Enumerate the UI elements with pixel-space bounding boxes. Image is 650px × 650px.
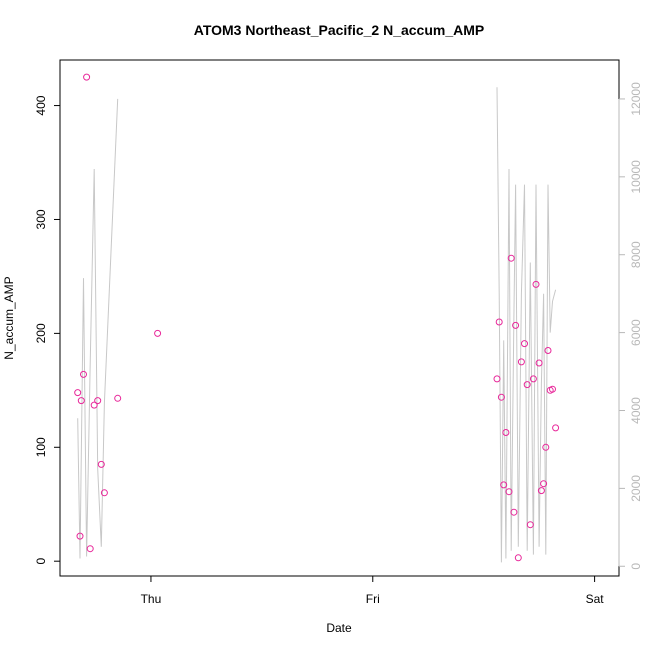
data-point [100,489,108,497]
y-axis-left: 0 100 200 300 400 [34,95,61,565]
data-point [510,508,518,516]
data-point [500,481,508,489]
y-tick-label: 100 [34,437,48,457]
data-point [86,545,94,553]
data-point [94,397,102,405]
data-point [526,521,534,529]
y2-tick-label: 4000 [629,397,643,424]
data-point [529,375,537,383]
chart-title: ATOM3 Northeast_Pacific_2 N_accum_AMP [194,22,484,38]
data-point [495,318,503,326]
data-point [523,381,531,389]
y2-tick-label: 12000 [629,82,643,116]
data-point [552,424,560,432]
data-point [114,394,122,402]
y-tick-label: 200 [34,323,48,343]
x-tick-label: Sat [586,592,605,606]
y2-tick-label: 0 [629,563,643,570]
data-point [80,370,87,378]
data-point [521,340,528,348]
series-line [77,98,119,559]
data-point [77,397,85,405]
data-point [497,393,505,401]
series-line-layer [77,87,557,563]
data-point [535,359,543,367]
data-point [507,254,515,262]
y-axis-right: 0 2000 4000 6000 8000 10000 12000 [618,82,643,570]
y2-tick-label: 8000 [629,241,643,268]
data-point [549,385,556,393]
y-axis-label: N_accum_AMP [2,276,16,359]
data-point [76,532,84,540]
data-point [90,401,98,409]
y2-tick-label: 10000 [629,160,643,194]
y2-tick-label: 6000 [629,319,643,346]
data-point [502,429,510,436]
series-line [496,87,557,563]
data-point [83,73,91,81]
data-point [154,329,162,337]
data-point [514,554,522,562]
data-point [505,488,513,496]
data-point [517,358,525,366]
data-point [74,389,82,397]
data-point [537,487,545,495]
y-tick-label: 0 [34,558,48,565]
data-point [544,347,552,354]
data-point [540,480,548,488]
x-axis: Thu Fri Sat [141,575,605,606]
series-points-layer [74,73,560,562]
y-tick-label: 400 [34,95,48,115]
data-point [512,321,520,329]
data-point [532,280,540,288]
data-point [542,443,550,451]
x-tick-label: Fri [366,592,380,606]
data-point [97,460,105,468]
x-tick-label: Thu [141,592,162,606]
y2-tick-label: 2000 [629,475,643,502]
x-axis-label: Date [326,621,352,635]
data-point [493,375,501,383]
y-tick-label: 300 [34,209,48,229]
